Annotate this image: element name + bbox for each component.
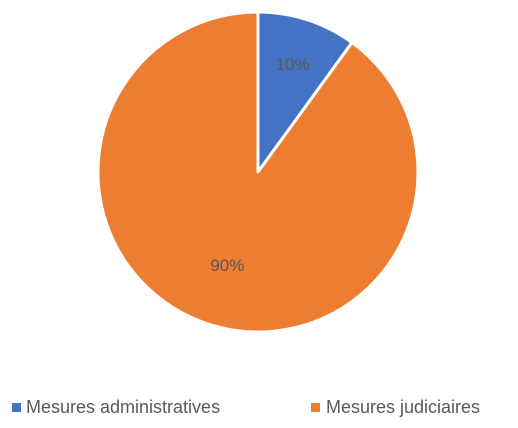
legend-swatch-1 [311,403,320,412]
pie-slices [96,10,420,334]
legend-label-1: Mesures judiciaires [326,397,480,417]
legend-label-0: Mesures administratives [26,397,220,417]
data-label-0: 10% [276,55,310,74]
legend: Mesures administratives Mesures judiciair… [12,397,480,417]
pie-slice-mesures-judiciaires [96,10,420,334]
legend-item-mesures-administratives: Mesures administratives [12,397,220,417]
data-label-1: 90% [210,256,244,275]
pie-data-labels: 10% 90% [210,55,309,275]
pie-slice-mesures-administratives [256,10,354,174]
legend-swatch-0 [12,403,21,412]
legend-item-mesures-judiciaires: Mesures judiciaires [311,397,480,417]
